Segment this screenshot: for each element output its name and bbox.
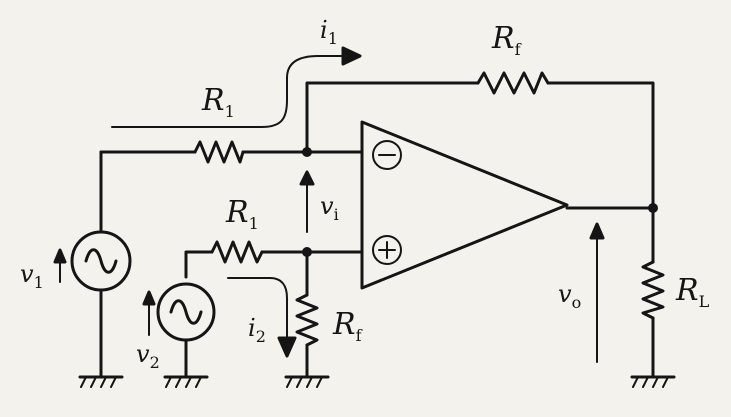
noninverting-input-wire (184, 250, 364, 279)
resistor-rf-top (476, 71, 550, 95)
label-i1: i1 (320, 16, 338, 48)
vo-arrow-icon (589, 222, 605, 240)
v2-arrow-icon (142, 290, 156, 306)
op-amp-triangle (360, 120, 569, 290)
label-v1: v1 (20, 260, 44, 292)
label-r1-bottom: R1 (225, 195, 259, 233)
sine-v1-icon (84, 248, 118, 274)
label-rl: RL (675, 273, 710, 311)
label-r1-top: R1 (201, 83, 235, 121)
label-vo: vo (558, 280, 581, 312)
i1-arrow-icon (341, 46, 362, 66)
label-vi: vi (320, 192, 339, 224)
label-rf-top: Rf (491, 21, 522, 59)
noninverting-input-symbol (372, 235, 402, 265)
source-v1 (70, 230, 132, 292)
v1-arrow-icon (53, 248, 67, 264)
resistor-rf-bottom (295, 293, 319, 347)
label-i2: i2 (248, 314, 266, 346)
ground-v2-icon (163, 375, 209, 388)
i2-arrow-icon (277, 336, 297, 358)
ground-v1-icon (78, 375, 124, 388)
vi-arrow-icon (299, 170, 315, 186)
label-v2: v2 (136, 340, 160, 372)
label-rf-bottom: Rf (332, 307, 363, 345)
junction-output (648, 203, 658, 213)
sine-v2-icon (169, 299, 203, 325)
junction-noninverting (302, 247, 312, 257)
resistor-rl (641, 260, 665, 320)
ground-rf-icon (284, 375, 330, 388)
i1-current-path (111, 55, 344, 128)
inverting-input-symbol (372, 140, 402, 170)
feedback-wire (305, 81, 655, 210)
resistor-r1-top (193, 140, 245, 164)
ground-rl-icon (630, 375, 676, 388)
resistor-r1-bottom (210, 240, 264, 264)
junction-inverting (302, 147, 312, 157)
i2-current-path (227, 277, 288, 339)
